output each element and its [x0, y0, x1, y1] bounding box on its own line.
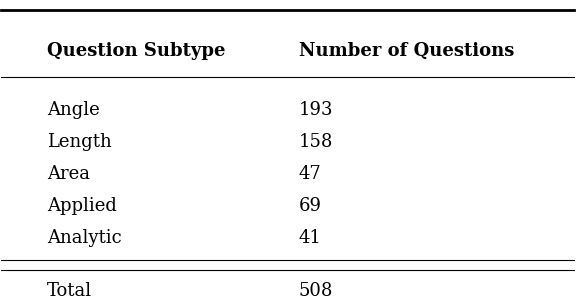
Text: Length: Length — [47, 133, 112, 151]
Text: Total: Total — [47, 282, 92, 300]
Text: Number of Questions: Number of Questions — [299, 42, 514, 60]
Text: Angle: Angle — [47, 101, 100, 119]
Text: 47: 47 — [299, 165, 321, 183]
Text: 193: 193 — [299, 101, 334, 119]
Text: 41: 41 — [299, 229, 322, 247]
Text: 69: 69 — [299, 197, 322, 215]
Text: Analytic: Analytic — [47, 229, 122, 247]
Text: 508: 508 — [299, 282, 334, 300]
Text: Applied: Applied — [47, 197, 117, 215]
Text: Question Subtype: Question Subtype — [47, 42, 226, 60]
Text: 158: 158 — [299, 133, 334, 151]
Text: Area: Area — [47, 165, 90, 183]
